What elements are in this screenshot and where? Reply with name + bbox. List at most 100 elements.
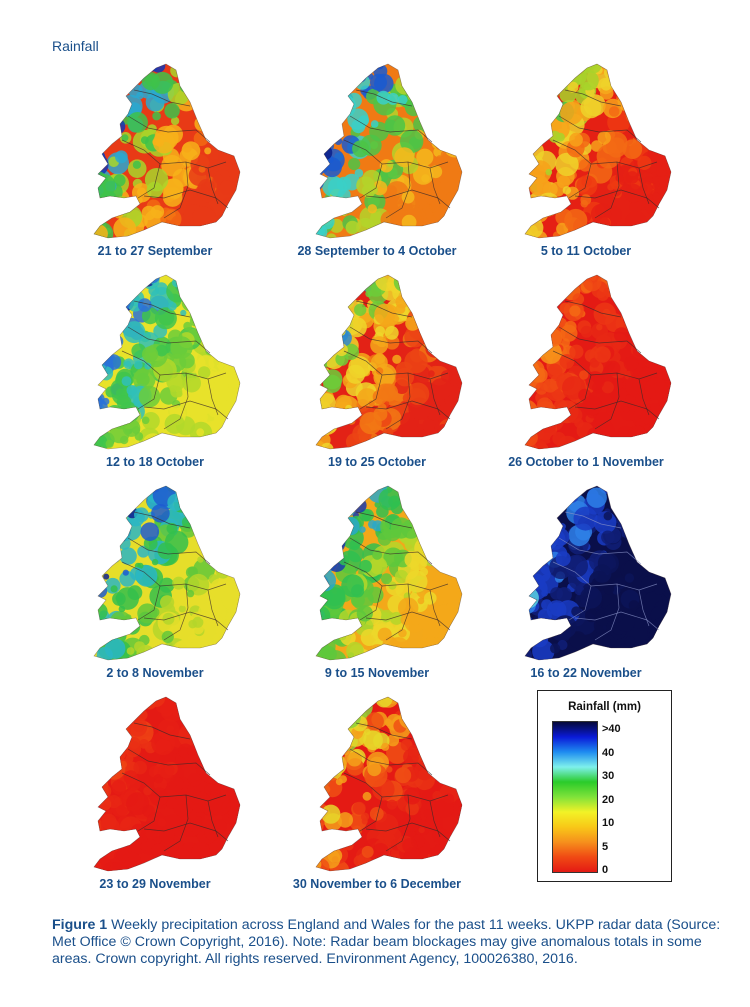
rainfall-patch: [442, 538, 462, 561]
rainfall-patch: [182, 64, 197, 78]
rainfall-patch: [236, 527, 240, 537]
rainfall-patch: [94, 524, 112, 543]
region-border: [207, 167, 219, 205]
rainfall-patch: [228, 722, 239, 732]
rainfall-patch: [139, 739, 149, 749]
rainfall-patch: [373, 407, 388, 422]
rainfall-patch: [220, 486, 235, 493]
rainfall-patch: [316, 94, 326, 105]
rainfall-patch: [215, 214, 234, 233]
rainfall-patch: [525, 388, 533, 397]
rainfall-patch: [434, 743, 445, 753]
rainfall-patch: [422, 419, 435, 432]
rainfall-patch: [525, 571, 539, 591]
rainfall-patch: [447, 339, 456, 349]
rainfall-patch: [327, 702, 342, 716]
rainfall-patch: [439, 73, 462, 95]
rainfall-patch: [371, 443, 385, 449]
rainfall-patch: [455, 95, 462, 110]
rainfall-patch: [360, 275, 373, 277]
rainfall-patch: [134, 507, 149, 523]
rainfall-patch: [446, 840, 458, 852]
rainfall-patch: [105, 439, 114, 448]
rainfall-patch: [418, 301, 443, 325]
rainfall-patch: [101, 813, 117, 830]
rainfall-patch: [195, 816, 202, 823]
rainfall-patch: [453, 275, 462, 284]
rainfall-patch: [555, 551, 571, 567]
rainfall-patch: [316, 807, 321, 820]
map-label: 12 to 18 October: [106, 455, 204, 469]
rainfall-patch: [397, 64, 416, 72]
rainfall-patch: [184, 287, 204, 307]
rainfall-patch: [418, 91, 436, 109]
rainfall-patch: [536, 397, 553, 414]
rainfall-patch: [165, 797, 178, 809]
rainfall-patch: [155, 138, 164, 147]
rainfall-patch: [647, 64, 668, 73]
rainfall-patch: [440, 216, 461, 236]
rainfall-patch: [527, 69, 539, 81]
rainfall-patch: [359, 526, 366, 533]
rainfall-patch: [398, 486, 410, 498]
rainfall-patch: [327, 519, 340, 533]
rainfall-patch: [101, 553, 115, 567]
rainfall-patch: [186, 491, 196, 501]
region-border: [159, 372, 227, 380]
rainfall-patch: [625, 294, 645, 314]
rainfall-patch: [653, 121, 661, 129]
rainfall-patch: [578, 388, 592, 402]
rainfall-patch: [316, 97, 334, 115]
region-border: [574, 189, 660, 209]
rainfall-patch: [656, 278, 664, 286]
rainfall-map-week-6: 26 October to 1 November: [471, 269, 701, 474]
rainfall-patch: [316, 833, 320, 844]
rainfall-patch: [660, 604, 671, 616]
rainfall-patch: [235, 503, 240, 514]
rainfall-patch: [346, 702, 353, 710]
rainfall-patch: [94, 574, 99, 582]
rainfall-patch: [446, 136, 454, 145]
rainfall-patch: [216, 545, 235, 565]
rainfall-patch: [550, 643, 561, 654]
rainfall-patch: [95, 326, 102, 333]
rainfall-patch: [144, 64, 157, 71]
rainfall-patch: [432, 486, 456, 509]
rainfall-patch: [235, 152, 240, 165]
rainfall-patch: [636, 296, 652, 311]
rainfall-patch: [363, 730, 383, 751]
rainfall-patch: [349, 64, 365, 77]
rainfall-patch: [213, 369, 232, 387]
rainfall-patch: [521, 269, 529, 274]
rainfall-patch: [325, 830, 342, 848]
rainfall-patch: [206, 738, 221, 753]
rainfall-patch: [343, 103, 352, 112]
rainfall-patch: [316, 739, 338, 761]
rainfall-patch: [525, 65, 540, 87]
rainfall-patch: [228, 697, 240, 698]
rainfall-patch: [94, 333, 104, 342]
rainfall-patch: [102, 514, 114, 526]
england-wales-map: [93, 485, 241, 661]
rainfall-patch: [222, 486, 233, 494]
rainfall-patch: [224, 224, 240, 238]
rainfall-patch: [406, 382, 430, 406]
rainfall-patch: [215, 64, 233, 79]
rainfall-patch: [622, 139, 643, 159]
rainfall-patch: [580, 97, 602, 119]
rainfall-patch: [172, 576, 186, 590]
rainfall-patch: [632, 498, 640, 506]
rainfall-patch: [94, 149, 105, 164]
caption-text: Weekly precipitation across England and …: [52, 917, 721, 967]
rainfall-patch: [324, 198, 337, 211]
england-wales-map: [315, 485, 463, 661]
rainfall-patch: [215, 851, 231, 867]
rainfall-patch: [379, 383, 399, 402]
rainfall-patch: [123, 69, 141, 86]
rainfall-patch: [647, 90, 671, 115]
rainfall-patch: [131, 823, 146, 839]
rainfall-patch: [111, 752, 121, 762]
rainfall-patch: [438, 851, 458, 871]
rainfall-patch: [420, 558, 428, 567]
rainfall-patch: [427, 297, 449, 319]
